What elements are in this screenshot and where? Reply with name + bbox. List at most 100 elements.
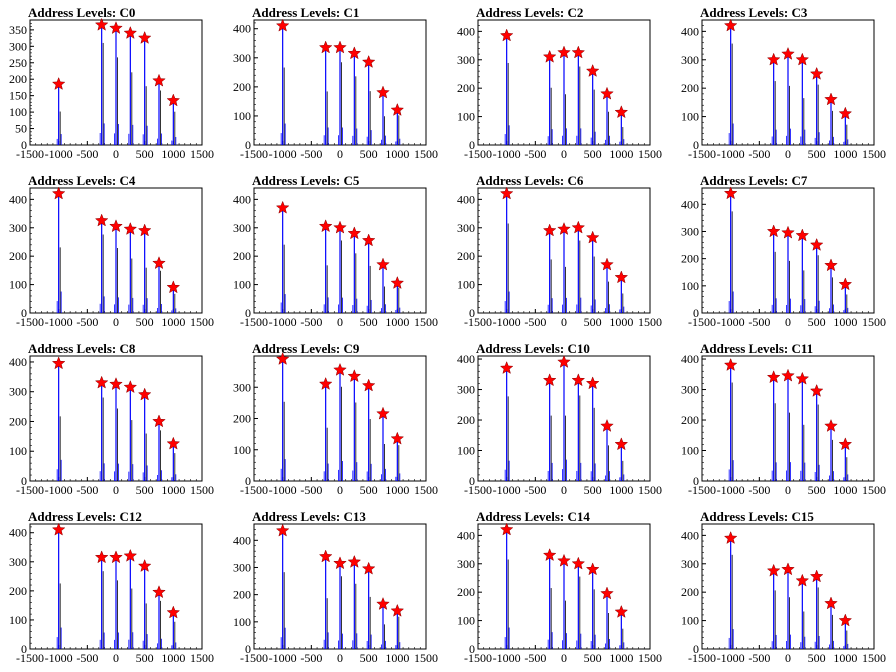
- peak-marker: [376, 85, 390, 99]
- peak-marker: [824, 418, 838, 432]
- x-tick-label: -500: [748, 147, 770, 161]
- peak-marker: [809, 569, 824, 583]
- x-tick-label: 1000: [385, 147, 409, 161]
- x-tick-label: 500: [584, 483, 602, 497]
- panel-title: Address Levels: C13: [252, 509, 366, 524]
- y-tick-label: 0: [693, 138, 699, 152]
- x-tick-label: 0: [785, 147, 791, 161]
- x-tick-label: 1500: [638, 147, 662, 161]
- x-tick-label: -1500: [240, 147, 268, 161]
- x-tick-label: 500: [360, 315, 378, 329]
- y-tick-label: 100: [457, 278, 475, 292]
- x-tick-label: 1000: [833, 147, 857, 161]
- peak-marker: [333, 556, 347, 570]
- x-tick-label: -1000: [717, 147, 745, 161]
- y-tick-label: 100: [233, 109, 251, 123]
- peak-marker: [275, 18, 290, 32]
- y-tick-label: 400: [233, 192, 251, 206]
- y-tick-label: 0: [469, 306, 475, 320]
- peak-marker: [557, 553, 571, 567]
- y-tick-label: 300: [9, 385, 27, 399]
- y-tick-label: 200: [233, 249, 251, 263]
- x-tick-label: -500: [76, 315, 98, 329]
- peak-marker: [152, 585, 166, 599]
- x-tick-label: 1500: [862, 483, 886, 497]
- panel-title: Address Levels: C1: [252, 5, 360, 20]
- peak-marker: [137, 223, 152, 237]
- x-tick-label: -500: [748, 651, 770, 665]
- peak-marker: [123, 25, 138, 39]
- x-tick-label: 500: [136, 651, 154, 665]
- y-tick-label: 200: [457, 413, 475, 427]
- x-tick-label: -1000: [45, 651, 73, 665]
- peak-marker: [781, 225, 795, 239]
- x-tick-label: -500: [300, 315, 322, 329]
- peak-marker: [499, 361, 514, 375]
- histogram-plot: 0 100 200 300 400 -1500 -1000 -500 0 500 1000 1500: [9, 355, 214, 497]
- histogram-plot: 0 100 200 300 400 -1500 -1000 -500 0 500 1000 1500: [681, 18, 886, 161]
- x-tick-label: -1500: [688, 651, 716, 665]
- peak-marker: [275, 523, 290, 537]
- panel-title: Address Levels: C9: [252, 341, 360, 356]
- peak-marker: [600, 586, 614, 600]
- x-tick-label: 500: [360, 147, 378, 161]
- x-tick-label: 1500: [190, 483, 214, 497]
- panel-title: Address Levels: C8: [28, 341, 136, 356]
- x-tick-label: 0: [337, 147, 343, 161]
- x-tick-label: 1000: [161, 315, 185, 329]
- y-tick-label: 100: [9, 278, 27, 292]
- x-tick-label: -500: [300, 147, 322, 161]
- peak-marker: [94, 17, 109, 31]
- peak-marker: [838, 277, 853, 291]
- peak-marker: [318, 376, 333, 390]
- y-tick-label: 100: [9, 613, 27, 627]
- y-tick-label: 200: [9, 414, 27, 428]
- x-tick-label: 1000: [161, 651, 185, 665]
- peak-marker: [600, 257, 614, 271]
- x-tick-label: -500: [76, 483, 98, 497]
- y-tick-label: 200: [9, 249, 27, 263]
- y-tick-label: 100: [9, 444, 27, 458]
- peak-marker: [542, 548, 557, 562]
- x-tick-label: 1500: [414, 147, 438, 161]
- peak-marker: [838, 437, 853, 451]
- panel-title: Address Levels: C15: [700, 509, 814, 524]
- x-tick-label: -1000: [493, 483, 521, 497]
- x-tick-label: -1500: [464, 651, 492, 665]
- panel-title: Address Levels: C14: [476, 509, 590, 524]
- histogram-panel: 0 100 200 300 -1500 -1000 -500 0 500 1000 1500 Addr…: [224, 336, 448, 504]
- peak-marker: [542, 223, 557, 237]
- histogram-plot: 0 100 200 300 400 -1500 -1000 -500 0 500 1000 1500: [681, 186, 886, 329]
- y-tick-label: 300: [233, 221, 251, 235]
- peak-marker: [781, 368, 795, 382]
- peak-marker: [361, 561, 376, 575]
- x-tick-label: 500: [360, 651, 378, 665]
- y-tick-label: 0: [245, 474, 251, 488]
- peak-marker: [333, 220, 347, 234]
- y-tick-label: 400: [9, 526, 27, 540]
- peak-marker: [376, 406, 390, 420]
- x-tick-label: 1500: [862, 651, 886, 665]
- x-tick-label: 1000: [161, 483, 185, 497]
- x-tick-label: -500: [748, 483, 770, 497]
- histogram-panel: 0 100 200 300 400 -1500 -1000 -500 0 500 1000 1500 A…: [672, 504, 896, 672]
- peak-marker: [361, 233, 376, 247]
- histogram-panel: 0 100 200 300 400 -1500 -1000 -500 0 500 1000 1500 A…: [672, 168, 896, 336]
- peak-marker: [318, 549, 333, 563]
- y-tick-label: 100: [681, 444, 699, 458]
- y-tick-label: 0: [21, 138, 27, 152]
- x-tick-label: -1000: [717, 483, 745, 497]
- x-tick-label: 0: [785, 315, 791, 329]
- y-tick-label: 200: [233, 588, 251, 602]
- x-tick-label: -1500: [464, 483, 492, 497]
- y-tick-label: 100: [457, 110, 475, 124]
- y-tick-label: 400: [457, 24, 475, 38]
- y-tick-label: 100: [233, 278, 251, 292]
- peak-marker: [137, 30, 152, 44]
- peak-marker: [137, 387, 152, 401]
- peak-marker: [542, 373, 557, 387]
- y-tick-label: 300: [457, 53, 475, 67]
- panel-title: Address Levels: C0: [28, 5, 136, 20]
- y-tick-label: 100: [681, 110, 699, 124]
- x-tick-label: 0: [785, 651, 791, 665]
